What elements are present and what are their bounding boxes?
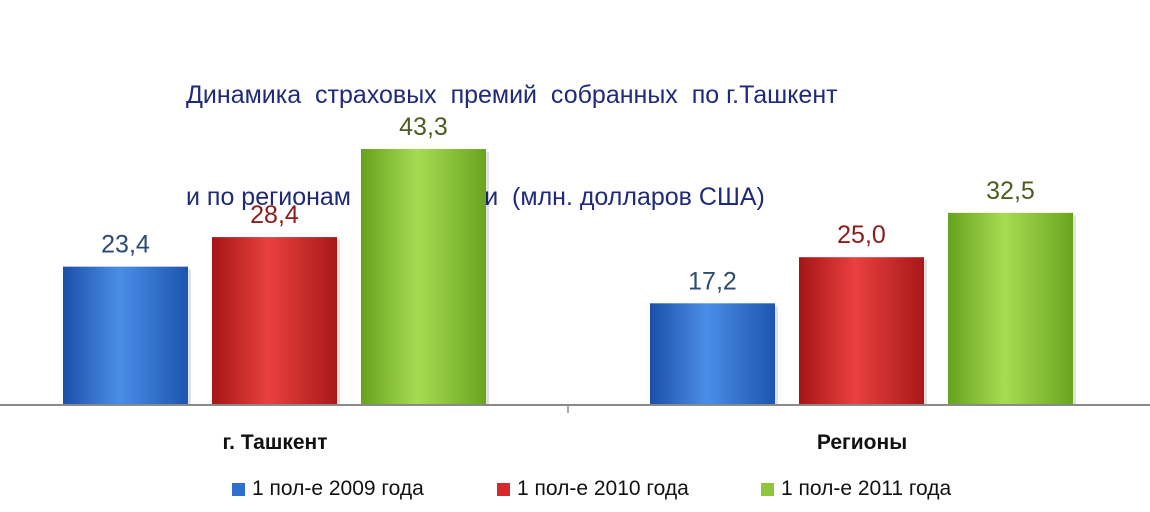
legend-swatch-2011 [761,482,774,496]
bar-regions-2011 [948,212,1073,405]
bar-regions-2010 [799,257,924,405]
legend-swatch-2009 [232,482,245,496]
value-label-tashkent-2010: 28,4 [250,201,299,229]
legend-label-2010: 1 пол-е 2010 года [517,477,689,500]
value-label-regions-2011: 32,5 [986,177,1035,205]
bar-regions-2009 [650,303,775,405]
chart-title-line1: Динамика страховых премий собранных по г… [186,81,838,109]
value-label-regions-2010: 25,0 [837,221,886,249]
value-label-tashkent-2009: 23,4 [101,231,150,259]
bar-tashkent-2009 [63,266,188,405]
legend-swatch-2010 [497,482,510,496]
value-label-regions-2009: 17,2 [688,267,737,295]
legend-item-2011: 1 пол-е 2011 года [761,477,951,501]
bar-tashkent-2010 [212,237,337,405]
value-label-tashkent-2011: 43,3 [399,113,448,141]
legend-label-2009: 1 пол-е 2009 года [252,477,424,500]
legend: 1 пол-е 2009 года 1 пол-е 2010 года 1 по… [0,477,1150,507]
bar-tashkent-2011 [361,149,486,405]
bar-chart: 23,4 28,4 43,3 17,2 25,0 32,5 г. Ташкент Регио… [0,113,1150,454]
legend-label-2011: 1 пол-е 2011 года [781,477,952,500]
category-label-tashkent: г. Ташкент [223,431,328,454]
category-label-regions: Регионы [817,431,907,454]
legend-item-2009: 1 пол-е 2009 года [232,477,424,501]
legend-item-2010: 1 пол-е 2010 года [497,477,689,501]
